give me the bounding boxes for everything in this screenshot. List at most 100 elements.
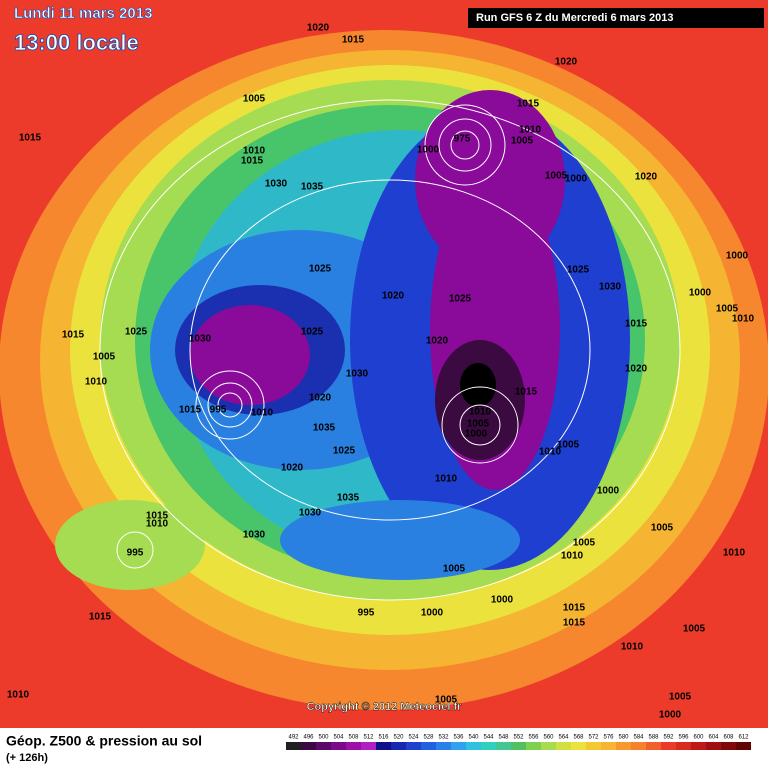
colorbar-swatch bbox=[646, 742, 661, 750]
colorbar-tick-label: 508 bbox=[348, 735, 359, 741]
pressure-label: 1030 bbox=[243, 530, 266, 541]
colorbar-tick-label: 572 bbox=[588, 735, 599, 741]
colorbar-swatch bbox=[631, 742, 646, 750]
pressure-label: 1005 bbox=[683, 624, 706, 635]
time-label: 13:00 locale bbox=[14, 30, 139, 55]
run-label: Run GFS 6 Z du Mercredi 6 mars 2013 bbox=[476, 12, 673, 24]
pressure-label: 1010 bbox=[621, 642, 644, 653]
isobar bbox=[195, 370, 265, 440]
isobar bbox=[459, 404, 501, 446]
pressure-label: 1010 bbox=[7, 690, 30, 701]
pressure-labels: 1020 1015 1020 1005 1015 1010 1015 975 1005 1000 1… bbox=[7, 23, 755, 721]
colorbar-tick-label: 524 bbox=[408, 735, 419, 741]
pressure-label: 1030 bbox=[599, 282, 622, 293]
pressure-label: 1030 bbox=[265, 179, 288, 190]
colorbar-swatch bbox=[286, 742, 301, 750]
colorbar-swatch bbox=[436, 742, 451, 750]
colorbar-tick-label: 556 bbox=[528, 735, 539, 741]
pressure-label: 995 bbox=[127, 548, 144, 559]
pressure-label: 1005 bbox=[511, 136, 534, 147]
pressure-label: 1000 bbox=[689, 288, 712, 299]
pressure-label: 1005 bbox=[669, 692, 692, 703]
pressure-label: 995 bbox=[210, 405, 227, 416]
pressure-label: 1000 bbox=[597, 486, 620, 497]
pressure-label: 1025 bbox=[309, 264, 332, 275]
pressure-label: 1020 bbox=[625, 364, 648, 375]
isobar bbox=[450, 130, 480, 160]
colorbar-swatch bbox=[676, 742, 691, 750]
pressure-label: 1035 bbox=[301, 182, 324, 193]
pressure-label: 1015 bbox=[625, 319, 648, 330]
pressure-label: 1000 bbox=[421, 608, 444, 619]
pressure-label: 1030 bbox=[299, 508, 322, 519]
pressure-label: 1015 bbox=[89, 612, 112, 623]
isobar bbox=[207, 382, 253, 428]
colorbar-tick-label: 596 bbox=[678, 735, 689, 741]
isobar bbox=[189, 179, 591, 521]
colorbar-swatch bbox=[571, 742, 586, 750]
colorbar-swatch bbox=[541, 742, 556, 750]
pressure-label: 1015 bbox=[179, 405, 202, 416]
pressure-label: 1020 bbox=[309, 393, 332, 404]
colorbar-tick-label: 548 bbox=[498, 735, 509, 741]
isobar bbox=[438, 118, 492, 172]
isobar bbox=[441, 386, 519, 464]
colorbar-tick-label: 560 bbox=[543, 735, 554, 741]
pressure-label: 1010 bbox=[146, 519, 169, 530]
pressure-label: 1010 bbox=[251, 408, 274, 419]
colorbar-tick-label: 552 bbox=[513, 735, 524, 741]
pressure-label: 1015 bbox=[62, 330, 85, 341]
isobar bbox=[116, 531, 154, 569]
colorbar-tick-label: 588 bbox=[648, 735, 659, 741]
field-black-core bbox=[460, 363, 496, 407]
pressure-label: 1005 bbox=[243, 94, 266, 105]
colorbar-tick-label: 564 bbox=[558, 735, 569, 741]
pressure-label: 1005 bbox=[443, 564, 466, 575]
colorbar-swatch bbox=[391, 742, 406, 750]
colorbar-tick-label: 540 bbox=[468, 735, 479, 741]
colorbar-swatch bbox=[481, 742, 496, 750]
pressure-label: 1005 bbox=[716, 304, 739, 315]
colorbar-tick-label: 504 bbox=[333, 735, 344, 741]
pressure-label: 1000 bbox=[726, 251, 749, 262]
colorbar-tick-label: 576 bbox=[603, 735, 614, 741]
pressure-label: 1005 bbox=[651, 523, 674, 534]
pressure-label: 1010 bbox=[539, 447, 562, 458]
colorbar: 492 496 500 504 508 512 516 520 524 528 532 536 540 5… bbox=[286, 735, 751, 750]
pressure-label: 1020 bbox=[382, 291, 405, 302]
pressure-label: 1020 bbox=[555, 57, 578, 68]
pressure-label: 1030 bbox=[346, 369, 369, 380]
pressure-label: 1005 bbox=[467, 419, 490, 430]
colorbar-tick-label: 512 bbox=[363, 735, 374, 741]
pressure-label: 1025 bbox=[125, 327, 148, 338]
colorbar-tick-label: 520 bbox=[393, 735, 404, 741]
colorbar-swatch bbox=[556, 742, 571, 750]
pressure-label: 1030 bbox=[189, 334, 212, 345]
colorbar-tick-label: 592 bbox=[663, 735, 674, 741]
pressure-label: 1035 bbox=[337, 493, 360, 504]
pressure-label: 1005 bbox=[93, 352, 116, 363]
isobars bbox=[99, 99, 681, 601]
colorbar-swatch bbox=[451, 742, 466, 750]
pressure-label: 1015 bbox=[342, 35, 365, 46]
pressure-label: 1025 bbox=[449, 294, 472, 305]
colorbar-swatch bbox=[511, 742, 526, 750]
pressure-label: 1005 bbox=[545, 171, 568, 182]
colorbar-tick-label: 604 bbox=[708, 735, 719, 741]
colorbar-tick-label: 532 bbox=[438, 735, 449, 741]
pressure-label: 1010 bbox=[561, 551, 584, 562]
colorbar-tick-label: 612 bbox=[738, 735, 749, 741]
colorbar-tick-label: 496 bbox=[303, 735, 314, 741]
pressure-label: 1010 bbox=[243, 146, 266, 157]
colorbar-tick-label: 568 bbox=[573, 735, 584, 741]
pressure-label: 1020 bbox=[426, 336, 449, 347]
colorbar-swatch bbox=[376, 742, 391, 750]
colorbar-tick-label: 544 bbox=[483, 735, 494, 741]
pressure-label: 1010 bbox=[469, 407, 492, 418]
colorbar-tick-label: 584 bbox=[633, 735, 644, 741]
colorbar-swatch bbox=[466, 742, 481, 750]
pressure-label: 1015 bbox=[515, 387, 538, 398]
pressure-label: 975 bbox=[454, 134, 471, 145]
field-lime-blob bbox=[55, 500, 205, 590]
